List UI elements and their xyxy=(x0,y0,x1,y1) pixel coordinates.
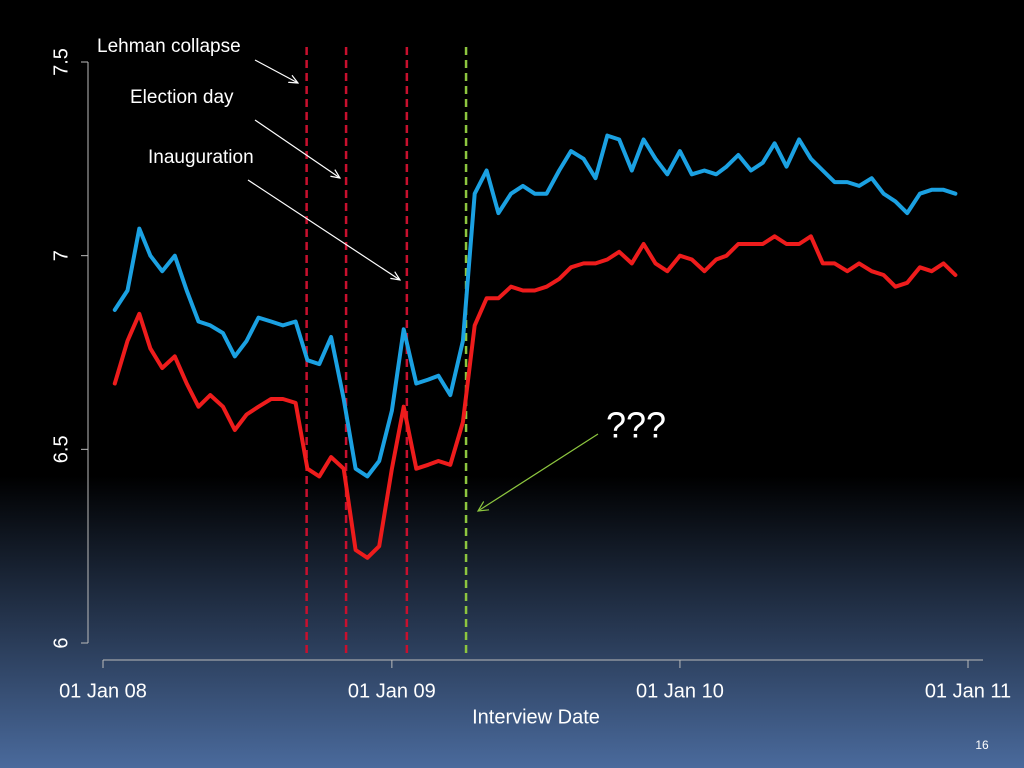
y-tick-label: 6.5 xyxy=(50,435,72,463)
y-tick-label: 7.5 xyxy=(50,48,72,76)
event-arrow xyxy=(247,179,400,280)
event-label: Lehman collapse xyxy=(97,36,241,57)
x-tick-label: 01 Jan 11 xyxy=(925,680,1011,702)
y-tick-label: 7 xyxy=(50,250,72,261)
event-label: Inauguration xyxy=(148,147,254,168)
x-tick-label: 01 Jan 10 xyxy=(636,680,724,702)
x-tick-label: 01 Jan 08 xyxy=(59,680,147,702)
event-arrow xyxy=(254,59,298,83)
event-label: ??? xyxy=(606,405,666,446)
slide-number: 16 xyxy=(975,738,989,752)
event-arrow xyxy=(254,119,340,178)
x-tick-label: 01 Jan 09 xyxy=(348,680,436,702)
event-label: Election day xyxy=(130,87,234,108)
event-arrow xyxy=(478,433,599,511)
y-tick-label: 6 xyxy=(50,637,72,648)
series-line xyxy=(112,234,958,560)
x-axis-label: Interview Date xyxy=(472,706,600,728)
series-line xyxy=(112,133,958,479)
